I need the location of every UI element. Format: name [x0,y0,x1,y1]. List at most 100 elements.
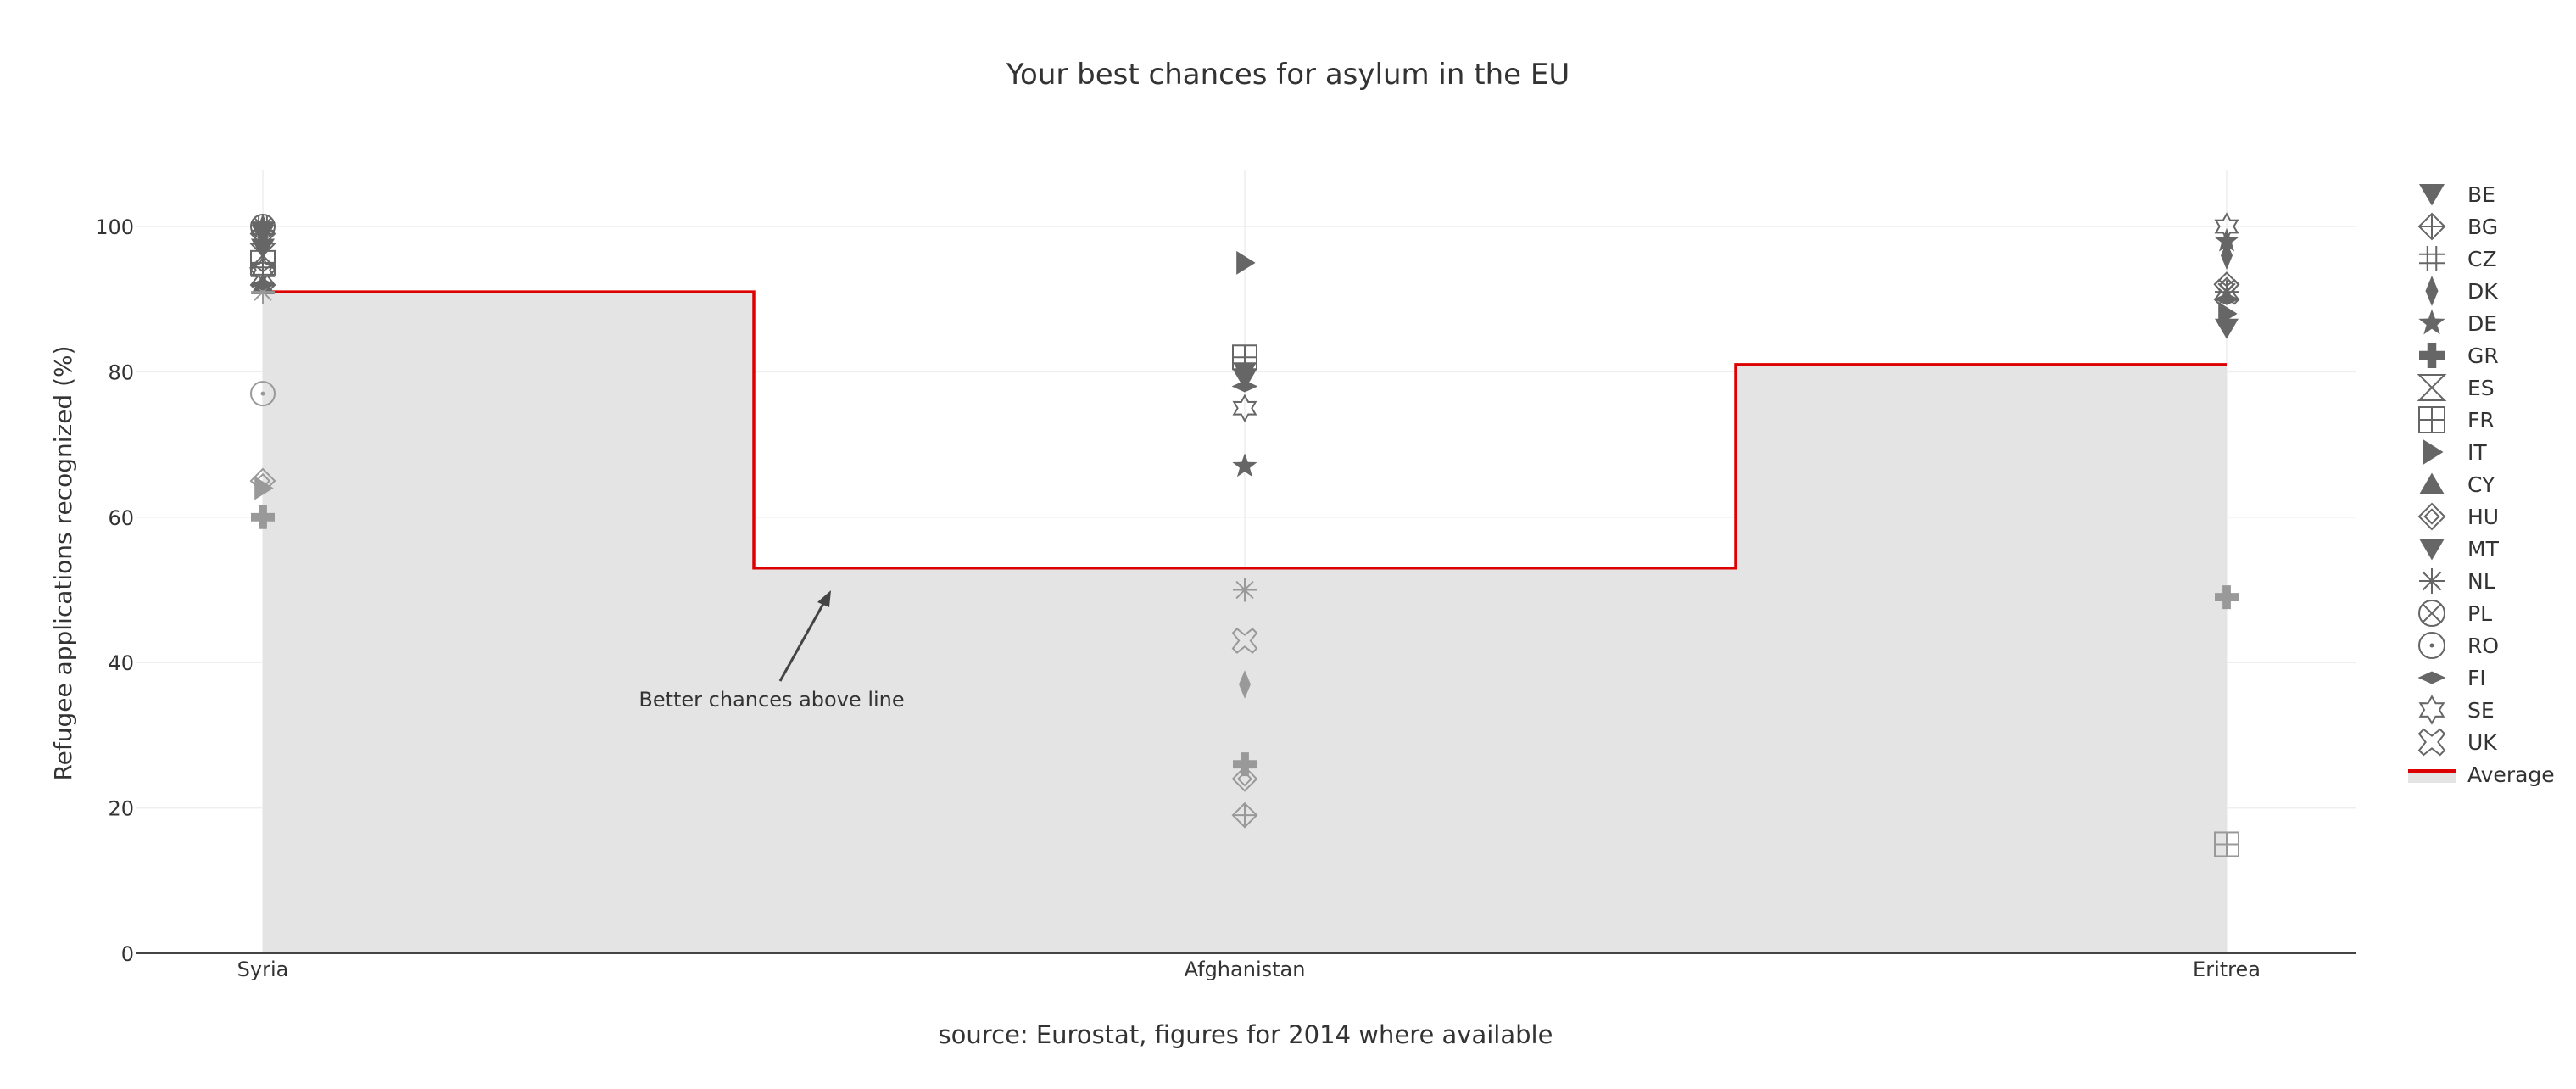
legend-marker-uk [2417,728,2446,757]
legend-label: FR [2467,408,2495,433]
legend-marker-pl [2418,600,2445,627]
legend-item-fi: FI [2417,666,2486,690]
legend-marker-dk [2425,276,2439,306]
data-point-nl-afghanistan [1233,578,1257,602]
legend-marker-fi [2417,671,2446,684]
legend-label: HU [2467,505,2499,529]
y-tick-label: 40 [108,651,134,675]
legend-marker-bg [2417,212,2446,241]
legend-label: NL [2467,569,2495,594]
y-tick-label: 20 [108,797,134,821]
legend-item-it: IT [2423,439,2487,465]
legend-item-mt: MT [2419,537,2500,561]
legend-label: RO [2467,634,2499,658]
legend-item-dk: DK [2425,276,2498,306]
legend-marker-cy [2419,472,2445,494]
legend-item-average: Average [2408,762,2555,787]
data-point-fi-afghanistan [1231,380,1258,393]
legend-marker-mt [2419,539,2445,561]
data-point-bg-afghanistan [1231,801,1258,829]
legend-swatch-fill [2408,771,2456,783]
legend-item-gr: GR [2419,343,2499,368]
legend-label: BE [2467,182,2495,207]
legend-label: ES [2467,376,2495,400]
legend-item-uk: UK [2417,728,2497,757]
data-point-uk-syria [249,264,276,291]
legend-marker-ro [2418,632,2445,659]
data-point-hu-syria [249,467,276,494]
legend-label: PL [2467,601,2492,626]
legend-marker-se [2418,695,2445,725]
legend-item-be: BE [2419,182,2495,207]
data-point-se-afghanistan [1232,394,1257,422]
data-point-mt-syria [251,238,275,260]
legend-item-bg: BG [2417,212,2498,241]
data-point-it-syria [254,476,274,500]
x-axis-label: source: Eurostat, figures for 2014 where… [939,1020,1553,1049]
annotation-arrow [778,590,831,682]
y-tick-label: 100 [95,215,134,239]
legend-label: SE [2467,698,2495,723]
y-axis-label: Refugee applications recognized (%) [49,345,77,780]
average-line [263,290,2227,570]
legend-marker-gr [2419,343,2445,368]
data-point-gr-syria [251,505,275,529]
legend-item-hu: HU [2417,502,2499,531]
legend-label: CZ [2467,247,2497,271]
legend-item-ro: RO [2418,632,2499,659]
legend-label: DE [2467,311,2497,336]
plot-area: 0 20 40 60 80 100 Syria Afghanistan Eritrea [95,170,2356,981]
legend-item-cz: CZ [2419,246,2497,271]
legend-label: FI [2467,666,2486,690]
data-point-de-afghanistan [1232,453,1257,477]
legend-item-es: ES [2417,374,2495,401]
chart-title: Your best chances for asylum in the EU [1006,58,1570,92]
legend-label: IT [2467,440,2487,465]
data-point-pl-syria [250,214,276,239]
data-point-de-syria [250,213,276,237]
legend-item-nl: NL [2419,568,2495,594]
legend-item-pl: PL [2418,600,2492,627]
y-tick-label: 80 [108,360,134,384]
y-tick-label: 60 [108,506,134,530]
legend-item-cy: CY [2419,472,2495,497]
data-point-dk-afghanistan [1239,670,1251,699]
legend-label: CY [2467,472,2495,497]
data-point-dk-eritrea [2221,241,2233,271]
legend-marker-nl [2419,568,2445,594]
legend-marker-fr [2418,406,2445,433]
legend-label: Average [2467,762,2555,787]
legend-marker-be [2419,184,2445,206]
data-point-fi-syria [249,278,276,291]
x-tick-label: Afghanistan [1185,958,1306,981]
data-point-uk-eritrea [2213,278,2240,305]
legend-label: DK [2467,279,2498,304]
annotation-text: Better chances above line [638,688,904,712]
legend: BE BG CZ DK DE GR ES FR IT CY HU MT NL PL RO FI SE UK Aver… [2408,182,2555,787]
legend-marker-es [2417,374,2447,401]
data-point-hu-afghanistan [1231,765,1258,792]
x-tick-label: Eritrea [2193,958,2261,981]
data-point-gr-afghanistan [1233,752,1257,777]
legend-item-se: SE [2418,695,2495,725]
data-point-it-afghanistan [1236,250,1256,275]
legend-marker-de [2418,309,2445,335]
legend-label: GR [2467,343,2499,368]
legend-label: MT [2467,537,2500,561]
data-point-it-eritrea [2218,301,2238,326]
x-tick-label: Syria [237,958,289,981]
legend-item-de: DE [2418,309,2497,336]
data-point-gr-eritrea [2215,585,2239,610]
legend-marker-it [2423,439,2444,465]
data-point-ro-syria [250,381,276,407]
legend-item-fr: FR [2418,406,2495,433]
data-point-fr-eritrea [2214,831,2239,857]
data-point-se-eritrea [2214,212,2239,241]
legend-label: BG [2467,215,2498,239]
legend-marker-hu [2417,502,2446,531]
data-point-uk-afghanistan [1231,628,1258,654]
data-point-mt-afghanistan [1233,362,1257,383]
y-tick-label: 0 [121,942,134,966]
